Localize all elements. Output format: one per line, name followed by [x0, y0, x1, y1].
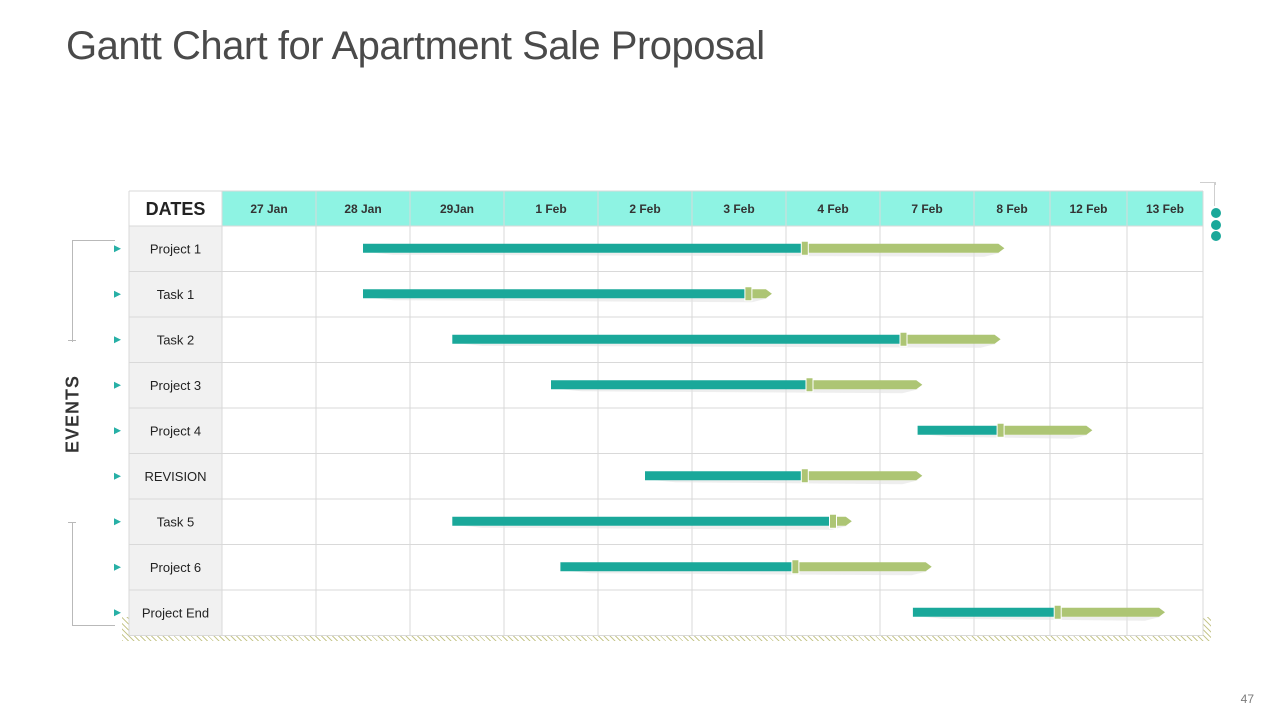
row-arrow-icon: [114, 336, 121, 344]
events-bracket-top: [72, 240, 115, 342]
bar-split-marker: [800, 468, 809, 484]
bar-remaining: [795, 562, 932, 572]
bar-shadow: [927, 434, 1089, 439]
events-bracket-tick-bottom: [68, 522, 76, 523]
column-date-label: 12 Feb: [1069, 202, 1107, 216]
row-arrow-icon: [114, 609, 121, 617]
slide-title: Gantt Chart for Apartment Sale Proposal: [66, 24, 765, 68]
column-date-label: 1 Feb: [535, 202, 566, 216]
bar-remaining: [748, 289, 772, 299]
column-date-label: 3 Feb: [723, 202, 754, 216]
row-label: Project 3: [150, 378, 201, 393]
bar-split-marker: [744, 286, 753, 302]
bar-split-marker: [805, 377, 814, 393]
row-label: Project End: [142, 605, 209, 620]
row-arrow-icon: [114, 472, 121, 480]
bar-shadow: [373, 298, 768, 303]
bar-progress: [917, 425, 1001, 435]
column-date-label: 2 Feb: [629, 202, 660, 216]
bar-remaining: [804, 471, 923, 481]
bar-split-marker: [800, 240, 809, 256]
bar-remaining: [1000, 425, 1093, 435]
bar-remaining: [833, 516, 852, 526]
row-arrow-icon: [114, 245, 121, 253]
bar-shadow: [462, 343, 997, 348]
events-bracket-bottom: [72, 522, 115, 626]
row-arrow-icon: [114, 518, 121, 526]
bar-remaining: [1057, 607, 1165, 617]
column-date-label: 8 Feb: [996, 202, 1027, 216]
column-date-label: 4 Feb: [817, 202, 848, 216]
more-dots-icon: [1211, 208, 1221, 243]
row-arrow-icon: [114, 563, 121, 571]
bar-progress: [912, 607, 1058, 617]
column-date-label: 7 Feb: [911, 202, 942, 216]
bar-split-marker: [996, 422, 1005, 438]
row-label: Task 5: [157, 514, 195, 529]
bar-shadow: [561, 389, 919, 394]
bar-shadow: [570, 571, 928, 576]
page-number: 47: [1240, 692, 1254, 706]
bar-progress: [645, 471, 805, 481]
bar-split-marker: [899, 331, 908, 347]
bar-remaining: [903, 334, 1001, 344]
bar-shadow: [922, 616, 1161, 621]
bar-progress: [560, 562, 796, 572]
column-date-label: 29Jan: [440, 202, 474, 216]
row-arrow-icon: [114, 381, 121, 389]
label-column-bg: [129, 226, 222, 636]
row-arrow-icon: [114, 427, 121, 435]
row-label: REVISION: [144, 469, 206, 484]
bar-split-marker: [791, 559, 800, 575]
bar-progress: [452, 516, 833, 526]
bar-split-marker: [829, 513, 837, 529]
bar-remaining: [809, 380, 923, 390]
row-label: Task 1: [157, 287, 195, 302]
header-row-bg: [222, 191, 1203, 226]
events-bracket-tick-top: [68, 340, 76, 341]
row-arrow-icon: [114, 290, 121, 298]
row-label: Task 2: [157, 332, 195, 347]
bar-split-marker: [1053, 604, 1062, 620]
frame-corner-line: [1200, 182, 1216, 185]
column-date-label: 13 Feb: [1146, 202, 1184, 216]
bar-progress: [363, 243, 805, 253]
dates-header-label: DATES: [146, 199, 206, 219]
bar-shadow: [373, 252, 1001, 257]
column-date-label: 27 Jan: [250, 202, 287, 216]
bar-shadow: [462, 525, 848, 530]
bar-progress: [363, 289, 749, 299]
row-label: Project 6: [150, 560, 201, 575]
row-label: Project 1: [150, 241, 201, 256]
bar-remaining: [804, 243, 1005, 253]
dates-corner-cell: [129, 191, 222, 226]
column-date-label: 28 Jan: [344, 202, 381, 216]
frame-corner-vertical: [1214, 182, 1215, 206]
row-label: Project 4: [150, 423, 201, 438]
bar-progress: [551, 380, 810, 390]
bar-progress: [452, 334, 904, 344]
bar-shadow: [655, 480, 919, 485]
